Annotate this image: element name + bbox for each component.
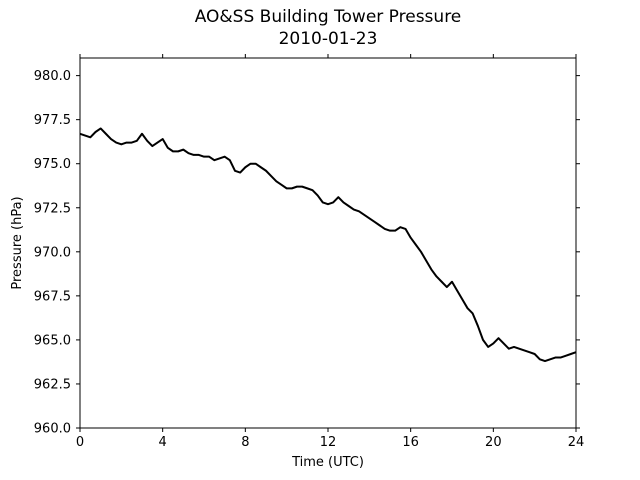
y-tick-label: 967.5: [34, 289, 71, 304]
y-tick-label: 970.0: [34, 245, 71, 260]
x-axis: 0 4 8 12 16 20 24: [76, 54, 584, 450]
x-tick-label: 8: [241, 435, 249, 450]
y-tick-label: 962.5: [34, 377, 71, 392]
x-axis-label: Time (UTC): [291, 455, 364, 470]
x-tick-label: 4: [159, 435, 167, 450]
y-axis: 960.0 962.5 965.0 967.5 970.0 972.5 975.0 977.5…: [34, 69, 580, 437]
y-tick-label: 980.0: [34, 69, 71, 84]
plot-frame: [79, 57, 577, 429]
y-tick-label: 960.0: [34, 422, 71, 437]
pressure-series-line: [79, 127, 577, 363]
plot-lines: [79, 127, 577, 363]
x-tick-label: 24: [568, 435, 585, 450]
x-tick-label: 16: [402, 435, 419, 450]
chart-subtitle: 2010-01-23: [278, 29, 378, 49]
y-tick-label: 972.5: [34, 201, 71, 216]
x-tick-label: 12: [320, 435, 337, 450]
x-tick-label: 20: [485, 435, 502, 450]
y-tick-label: 975.0: [34, 157, 71, 172]
y-tick-label: 977.5: [34, 113, 71, 128]
chart-title: AO&SS Building Tower Pressure: [194, 7, 462, 27]
y-tick-label: 965.0: [34, 333, 71, 348]
y-axis-label: Pressure (hPa): [10, 196, 25, 289]
x-tick-label: 0: [76, 435, 84, 450]
